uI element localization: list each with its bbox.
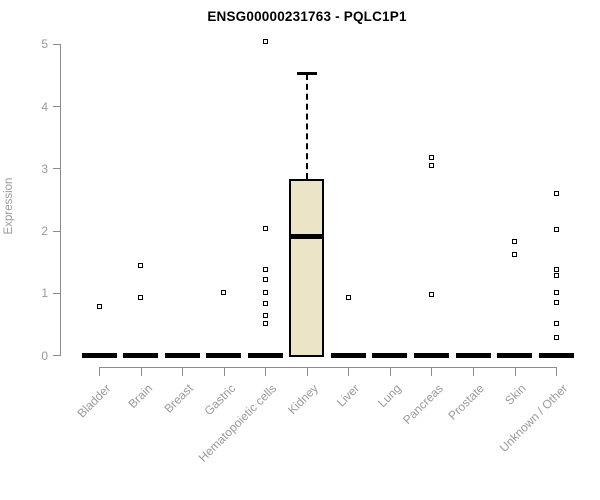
y-axis-tick — [53, 230, 60, 232]
outlier-point-liver — [345, 294, 351, 300]
x-axis-tick — [265, 367, 267, 376]
category-label-hematopoietic-cells: Hematopoietic cells — [195, 381, 280, 465]
category-label-gastric: Gastric — [201, 381, 238, 419]
x-axis-tick — [99, 367, 100, 376]
x-axis-tick — [306, 367, 308, 376]
whisker-kidney — [305, 73, 308, 179]
outlier-point-hematopoietic-cells — [262, 312, 268, 318]
whisker-cap-kidney — [296, 72, 317, 75]
category-label-prostate: Prostate — [445, 381, 488, 423]
outlier-point-skin — [512, 251, 518, 257]
y-axis-tick-label: 4 — [41, 99, 48, 114]
category-label-skin: Skin — [502, 381, 529, 408]
outlier-point-unknown-other — [553, 266, 559, 272]
y-axis-tick — [53, 43, 60, 45]
flat-box-unknown-other — [538, 353, 574, 358]
y-axis-tick-label: 5 — [41, 37, 48, 52]
outlier-point-unknown-other — [553, 335, 559, 341]
outlier-point-hematopoietic-cells — [262, 301, 268, 307]
y-axis-line — [60, 43, 61, 356]
flat-box-liver — [330, 353, 366, 358]
y-axis-tick — [53, 292, 60, 294]
x-axis-tick — [431, 367, 433, 376]
outlier-point-pancreas — [428, 291, 434, 297]
outlier-point-unknown-other — [553, 320, 559, 326]
x-axis-tick — [473, 367, 475, 376]
flat-box-pancreas — [413, 353, 449, 358]
outlier-point-brain — [138, 295, 144, 301]
category-label-kidney: Kidney — [285, 381, 322, 418]
flat-box-skin — [497, 353, 533, 358]
outlier-point-hematopoietic-cells — [262, 277, 268, 283]
outlier-point-brain — [138, 263, 144, 269]
outlier-point-hematopoietic-cells — [262, 266, 268, 272]
outlier-point-unknown-other — [553, 273, 559, 279]
outlier-point-hematopoietic-cells — [262, 39, 268, 45]
flat-box-lung — [372, 353, 408, 358]
flat-box-breast — [164, 353, 200, 358]
x-axis-tick — [514, 367, 516, 376]
category-label-breast: Breast — [161, 381, 197, 416]
outlier-point-unknown-other — [553, 191, 559, 197]
category-label-liver: Liver — [334, 381, 363, 410]
x-axis-tick — [556, 367, 558, 376]
x-axis-tick — [348, 367, 350, 376]
outlier-point-hematopoietic-cells — [262, 225, 268, 231]
outlier-point-unknown-other — [553, 299, 559, 305]
outlier-point-pancreas — [428, 162, 434, 168]
y-axis-label: Expression — [3, 177, 15, 235]
y-axis-tick — [53, 106, 60, 108]
outlier-point-bladder — [96, 303, 102, 309]
x-axis-tick — [140, 367, 142, 376]
outlier-point-unknown-other — [553, 289, 559, 295]
flat-box-bladder — [81, 353, 117, 358]
outlier-point-unknown-other — [553, 227, 559, 233]
y-axis-tick-label: 2 — [41, 224, 48, 239]
flat-box-brain — [123, 353, 159, 358]
y-axis-tick — [53, 168, 60, 170]
outlier-point-hematopoietic-cells — [262, 290, 268, 296]
chart-title: ENSG00000231763 - PQLC1P1 — [207, 9, 407, 24]
category-label-pancreas: Pancreas — [399, 381, 446, 428]
flat-box-prostate — [455, 353, 491, 358]
category-label-lung: Lung — [375, 381, 405, 411]
y-axis-tick — [53, 355, 60, 356]
box-kidney — [289, 178, 325, 357]
y-axis-tick-label: 3 — [41, 161, 48, 176]
outlier-point-gastric — [221, 289, 227, 295]
category-label-bladder: Bladder — [74, 381, 114, 421]
y-axis-tick-label: 0 — [41, 348, 48, 363]
x-axis-tick — [389, 367, 391, 376]
median-kidney — [291, 234, 323, 240]
outlier-point-skin — [512, 238, 518, 244]
outlier-point-hematopoietic-cells — [262, 321, 268, 327]
y-axis-tick-label: 1 — [41, 286, 48, 301]
x-axis-tick — [223, 367, 225, 376]
x-axis-line — [98, 367, 558, 368]
flat-box-gastric — [206, 353, 242, 358]
x-axis-tick — [182, 367, 184, 376]
outlier-point-pancreas — [428, 155, 434, 161]
category-label-brain: Brain — [125, 381, 155, 412]
flat-box-hematopoietic-cells — [247, 353, 283, 358]
